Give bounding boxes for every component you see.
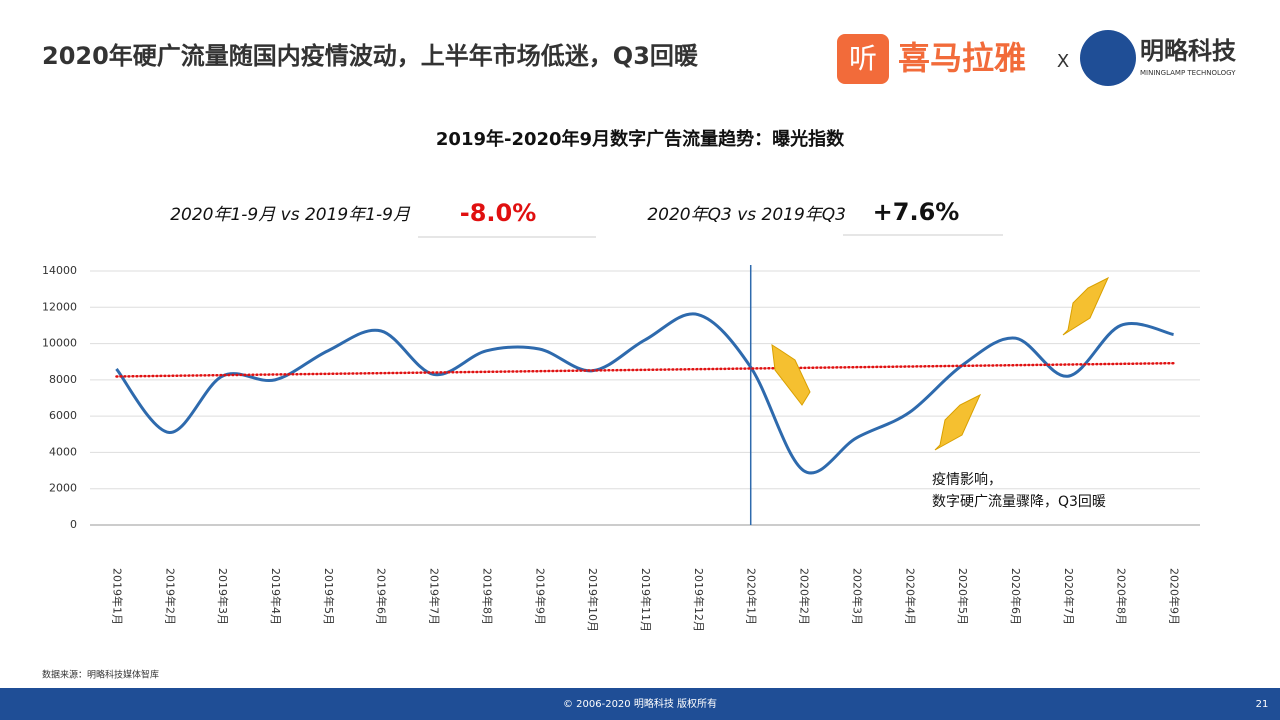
x-tick-label: 2019年6月 <box>375 568 389 625</box>
x-tick-label: 2019年10月 <box>586 568 600 632</box>
logo-x: X <box>1057 51 1069 72</box>
y-tick-label: 6000 <box>49 409 77 422</box>
x-tick-label: 2019年5月 <box>322 568 336 625</box>
y-tick-label: 8000 <box>49 373 77 386</box>
stat-label: 2020年Q3 vs 2019年Q3 <box>647 205 846 225</box>
arrow-icon <box>934 393 982 451</box>
annotation: 疫情影响， <box>932 472 1002 488</box>
series-line <box>115 312 1174 475</box>
logo-glyph: 听 <box>849 42 877 75</box>
x-tick-label: 2019年4月 <box>269 568 283 625</box>
logo-icon <box>1080 30 1136 86</box>
x-tick-label: 2019年3月 <box>216 568 230 625</box>
x-tick-label: 2020年5月 <box>956 568 970 625</box>
x-tick-label: 2019年7月 <box>428 568 442 625</box>
annotation: 数字硬广流量骤降，Q3回暖 <box>932 494 1106 510</box>
logo-left: 喜马拉雅 <box>898 39 1026 77</box>
x-tick-label: 2020年7月 <box>1062 568 1076 625</box>
x-tick-label: 2019年8月 <box>480 568 494 625</box>
x-tick-label: 2020年8月 <box>1115 568 1129 625</box>
x-tick-label: 2020年1月 <box>745 568 759 625</box>
source: 数据来源：明略科技媒体智库 <box>42 669 159 681</box>
y-tick-label: 0 <box>70 518 77 531</box>
arrow-icons <box>771 276 1110 451</box>
y-tick-label: 14000 <box>42 264 77 277</box>
slide-title: 2020年硬广流量随国内疫情波动，上半年市场低迷，Q3回暖 <box>42 42 699 70</box>
x-tick-label: 2019年1月 <box>110 568 124 625</box>
y-tick-label: 10000 <box>42 337 77 350</box>
arrow-icon <box>771 344 811 406</box>
x-tick-label: 2020年9月 <box>1168 568 1182 625</box>
trendline <box>115 361 1175 378</box>
x-tick-label: 2019年9月 <box>533 568 547 625</box>
x-tick-label: 2020年3月 <box>850 568 864 625</box>
footer-bar <box>0 688 1280 720</box>
logo-icon <box>837 34 889 84</box>
x-tick-label: 2019年2月 <box>163 568 177 625</box>
logo-right: 明略科技 <box>1140 37 1237 65</box>
chart-title: 2019年-2020年9月数字广告流量趋势：曝光指数 <box>436 128 845 150</box>
arrow-icon <box>1062 276 1110 336</box>
stat-value: +7.6% <box>873 198 960 226</box>
y-tick-label: 12000 <box>42 300 77 313</box>
x-tick-label: 2020年6月 <box>1009 568 1023 625</box>
x-tick-label: 2019年11月 <box>639 568 653 632</box>
x-tick-label: 2020年2月 <box>798 568 812 625</box>
logo-sub: MININGLAMP TECHNOLOGY <box>1140 69 1236 77</box>
x-tick-label: 2020年4月 <box>903 568 917 625</box>
copyright: © 2006-2020 明略科技 版权所有 <box>563 697 717 710</box>
y-tick-label: 2000 <box>49 482 77 495</box>
x-tick-label: 2019年12月 <box>692 568 706 632</box>
stat-label: 2020年1-9月 vs 2019年1-9月 <box>170 205 411 225</box>
page-number: 21 <box>1256 699 1269 710</box>
stat-value: -8.0% <box>460 199 537 227</box>
y-tick-label: 4000 <box>49 445 77 458</box>
